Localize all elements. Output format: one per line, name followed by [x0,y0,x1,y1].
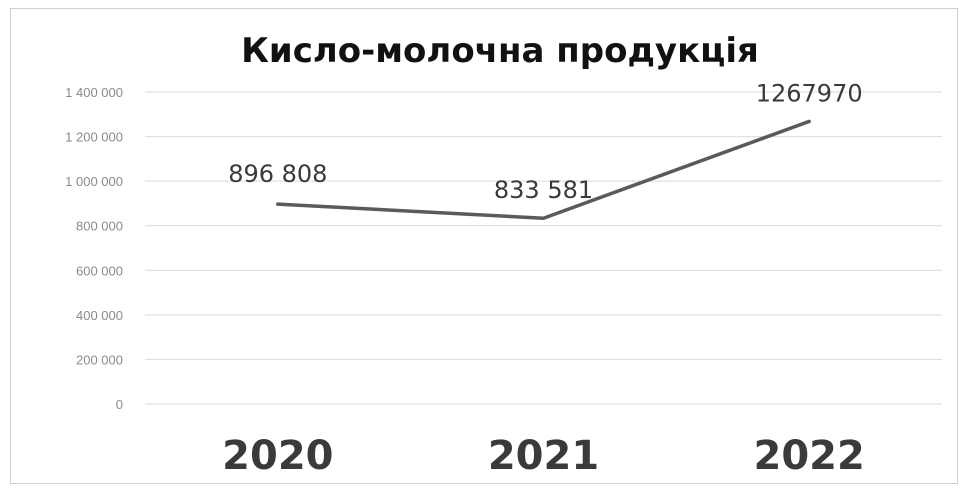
gridlines [145,91,942,405]
chart-title: Кисло-молочна продукція [241,31,759,71]
x-tick-label: 2020 [222,433,333,479]
y-tick-label: 800 000 [76,219,123,234]
x-tick-label: 2022 [754,433,865,479]
y-tick-label: 600 000 [76,263,123,278]
y-tick-label: 400 000 [76,308,123,323]
chart-frame [10,8,958,484]
y-tick-label: 1 000 000 [65,174,123,189]
y-tick-label: 200 000 [76,352,123,367]
data-label: 833 581 [494,176,593,204]
series-layer [276,119,811,220]
y-tick-label: 0 [116,397,123,412]
y-axis-ticks: 0 200 000 400 000 600 000 800 000 1 000 000 1 … [65,85,123,412]
data-label: 1267970 [756,79,863,107]
y-tick-label: 1 200 000 [65,130,123,145]
data-labels: 896 808 833 581 1267970 [228,79,862,204]
data-label: 896 808 [228,160,327,188]
x-tick-label: 2021 [488,433,599,479]
x-axis-ticks: 2020 2021 2022 [222,433,865,479]
y-tick-label: 1 400 000 [65,85,123,100]
